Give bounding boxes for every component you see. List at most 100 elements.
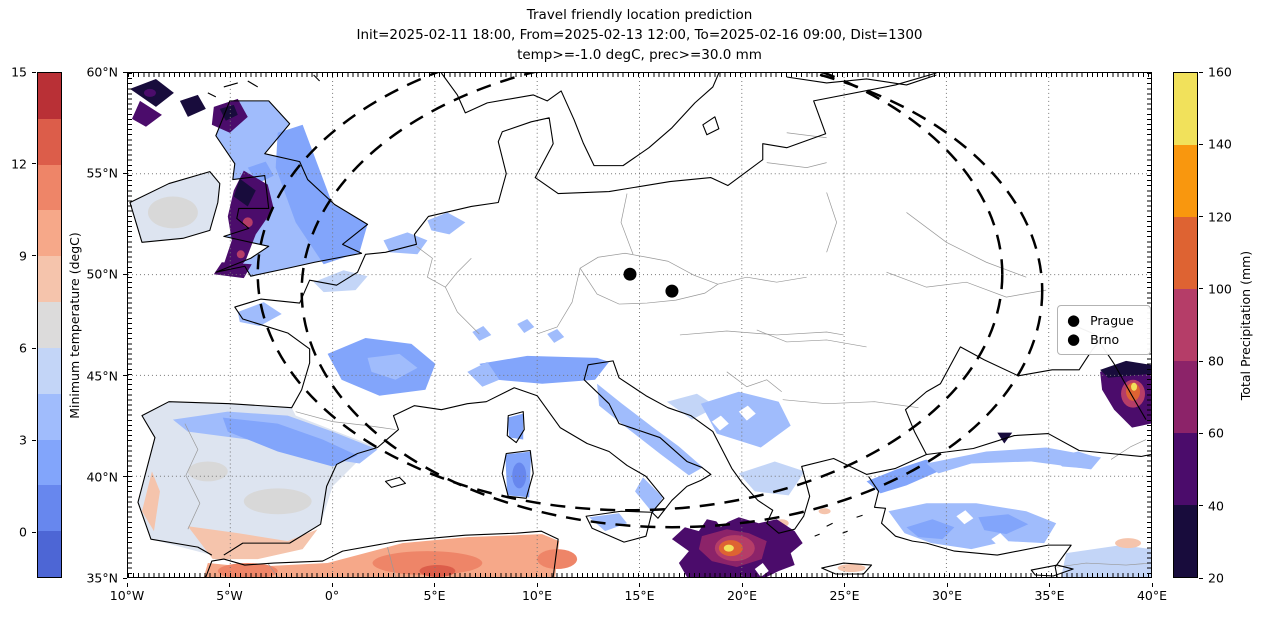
colorbar-segment xyxy=(38,164,61,211)
colorbar-tick-label: 12 xyxy=(11,156,27,172)
radius-circle-brno xyxy=(300,73,1044,529)
axis-tick-mark xyxy=(123,375,127,377)
axis-tick-label: 5°E xyxy=(423,588,446,603)
axis-tick-mark xyxy=(1049,583,1050,587)
y-axis-ticks: 60°N 55°N 50°N 45°N 40°N 35°N xyxy=(84,65,127,586)
temperature-colorbar-label: Minimum temperature (degC) xyxy=(66,231,82,419)
colorbar-tick-mark xyxy=(1199,216,1203,218)
axis-tick-mark xyxy=(123,273,127,275)
precipitation-colorbar xyxy=(1173,72,1198,578)
colorbar-segment xyxy=(38,485,61,532)
axis-tick-label: 40°N xyxy=(86,469,118,485)
colorbar-tick-label: 120 xyxy=(1208,209,1232,225)
colorbar-tick-mark xyxy=(32,531,36,533)
colorbar-tick-label: 160 xyxy=(1208,64,1232,80)
axis-tick-mark xyxy=(331,583,333,587)
colorbar-tick-label: 15 xyxy=(11,64,27,80)
legend-label-prague: Prague xyxy=(1090,313,1134,328)
axis-tick-mark xyxy=(123,71,127,73)
colorbar-tick-label: 40 xyxy=(1208,498,1224,514)
axis-tick-mark xyxy=(229,583,230,587)
axis-tick-mark xyxy=(126,583,128,587)
colorbar-segment xyxy=(1174,217,1197,289)
radius-circle-prague xyxy=(256,73,1004,512)
precipitation-colorbar-label: Total Precipitation (mm) xyxy=(1238,250,1254,400)
colorbar-tick-mark xyxy=(32,163,36,165)
axis-tick-mark xyxy=(741,583,743,587)
colorbar-tick-label: 3 xyxy=(19,432,27,448)
axis-tick-label: 35°N xyxy=(86,570,118,586)
temperature-patches xyxy=(129,100,1151,577)
colorbar-tick-label: 140 xyxy=(1208,136,1232,152)
x-axis-ticks: 10°W 5°W 0° 5°E 10°E 15°E 20°E 25°E 30°E 35°E 40°E xyxy=(110,583,1167,607)
colorbar-segment xyxy=(38,118,61,165)
colorbar-tick-label: 80 xyxy=(1208,353,1224,369)
axis-tick-mark xyxy=(123,577,127,579)
colorbar-tick-mark xyxy=(32,255,36,257)
search-radius-circles xyxy=(256,73,1044,529)
colorbar-tick-mark xyxy=(1199,288,1203,290)
axis-tick-mark xyxy=(844,583,845,587)
colorbar-tick-label: 0 xyxy=(19,524,27,540)
colorbar-segment xyxy=(38,210,61,257)
axis-tick-label: 55°N xyxy=(86,165,118,181)
colorbar-tick-label: 9 xyxy=(19,248,27,264)
colorbar-segment xyxy=(38,439,61,486)
graticule-gridlines xyxy=(128,73,1151,577)
temperature-colorbar xyxy=(37,72,62,578)
colorbar-tick-mark xyxy=(1199,360,1203,362)
axis-tick-label: 10°E xyxy=(521,588,553,603)
colorbar-segment xyxy=(1174,145,1197,217)
colorbar-tick-mark xyxy=(1199,432,1203,434)
colorbar-tick-mark xyxy=(32,71,36,73)
axis-tick-label: 60°N xyxy=(86,64,118,80)
colorbar-tick-label: 100 xyxy=(1208,281,1232,297)
axis-tick-label: 45°N xyxy=(86,368,118,384)
legend-label-brno: Brno xyxy=(1090,332,1120,347)
brno-dot-icon: ● xyxy=(1067,330,1081,348)
colorbar-segment xyxy=(38,256,61,303)
colorbar-segment xyxy=(1174,289,1197,361)
axis-tick-label: 20°E xyxy=(726,588,758,603)
colorbar-segment xyxy=(38,531,61,577)
axis-tick-label: 0° xyxy=(324,588,340,603)
colorbar-tick-mark xyxy=(1199,143,1203,145)
axis-tick-mark xyxy=(123,172,127,174)
axis-tick-mark xyxy=(434,583,435,587)
precipitation-colorbar-ticks: 160 140 120 100 80 60 40 20 xyxy=(1199,65,1241,586)
axis-tick-mark xyxy=(123,476,127,478)
city-markers xyxy=(623,267,679,298)
colorbar-segment xyxy=(38,393,61,440)
prague-dot-icon: ● xyxy=(1067,311,1081,329)
axis-tick-label: 5°W xyxy=(216,588,243,603)
axis-tick-mark xyxy=(536,583,538,587)
axis-tick-mark xyxy=(639,583,640,587)
colorbar-tick-label: 20 xyxy=(1208,570,1224,586)
colorbar-segment xyxy=(38,73,61,119)
temperature-colorbar-ticks: 15 12 9 6 3 0 xyxy=(0,65,36,578)
prague-marker xyxy=(623,267,637,281)
colorbar-tick-mark xyxy=(32,347,36,349)
axis-tick-label: 50°N xyxy=(86,266,118,282)
figure-subtitle: Init=2025-02-11 18:00, From=2025-02-13 1… xyxy=(356,27,923,43)
colorbar-segment xyxy=(1174,433,1197,505)
colorbar-tick-mark xyxy=(1199,577,1203,579)
figure-criteria: temp>=-1.0 degC, prec>=30.0 mm xyxy=(517,47,762,63)
axis-tick-label: 25°E xyxy=(829,588,860,603)
axis-tick-label: 10°W xyxy=(109,588,145,603)
axis-tick-mark xyxy=(1151,583,1153,587)
axis-tick-mark xyxy=(946,583,948,587)
axis-tick-label: 35°E xyxy=(1034,588,1065,603)
axis-tick-label: 40°E xyxy=(1136,588,1168,603)
country-borders xyxy=(184,132,1151,577)
colorbar-tick-label: 6 xyxy=(19,340,27,356)
precipitation-patches xyxy=(129,78,1151,577)
figure-title: Travel friendly location prediction xyxy=(526,7,753,23)
city-legend: ● Prague ● Brno xyxy=(1057,305,1151,355)
brno-marker xyxy=(665,284,679,298)
colorbar-tick-mark xyxy=(1199,71,1203,73)
colorbar-segment xyxy=(1174,361,1197,433)
colorbar-segment xyxy=(1174,505,1197,577)
europe-map xyxy=(128,73,1151,577)
